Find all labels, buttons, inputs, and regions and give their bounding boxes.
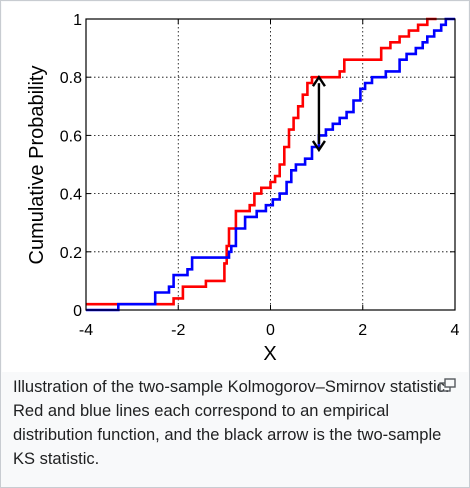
x-tick-label: 0 [266,322,275,339]
x-tick-label: 4 [451,322,460,339]
ks-chart: -4 -2 0 2 4 0 0.2 0.4 0.6 0.8 1 X Cumulative Proba… [2,2,468,372]
chart-svg: -4 -2 0 2 4 0 0.2 0.4 0.6 0.8 1 X Cumulative Proba… [26,12,460,365]
enlarge-icon[interactable] [439,378,457,392]
x-tick-label: 2 [358,322,367,339]
y-tick-label: 1 [73,12,82,29]
y-tick-label: 0.2 [60,245,82,262]
y-tick-label: 0 [73,303,82,320]
series-line-blue [86,17,455,312]
arrow-head-top [311,75,326,87]
x-tick-label: -2 [171,322,185,339]
y-tick-label: 0.6 [60,128,82,145]
y-tick-label: 0.8 [60,70,82,87]
series-lines [86,17,455,312]
series-line-red [86,17,437,306]
figure-caption: Illustration of the two-sample Kolmogoro… [13,378,450,468]
axis-ticks: -4 -2 0 2 4 0 0.2 0.4 0.6 0.8 1 [60,12,460,339]
grid-lines [86,19,455,310]
x-tick-label: -4 [79,322,93,339]
y-tick-label: 0.4 [60,187,82,204]
y-axis-label: Cumulative Probability [26,66,48,265]
ks-statistic-arrow [311,75,326,153]
annotations [311,75,326,153]
arrow-head-bottom [311,140,326,153]
x-axis-label: X [263,343,276,365]
